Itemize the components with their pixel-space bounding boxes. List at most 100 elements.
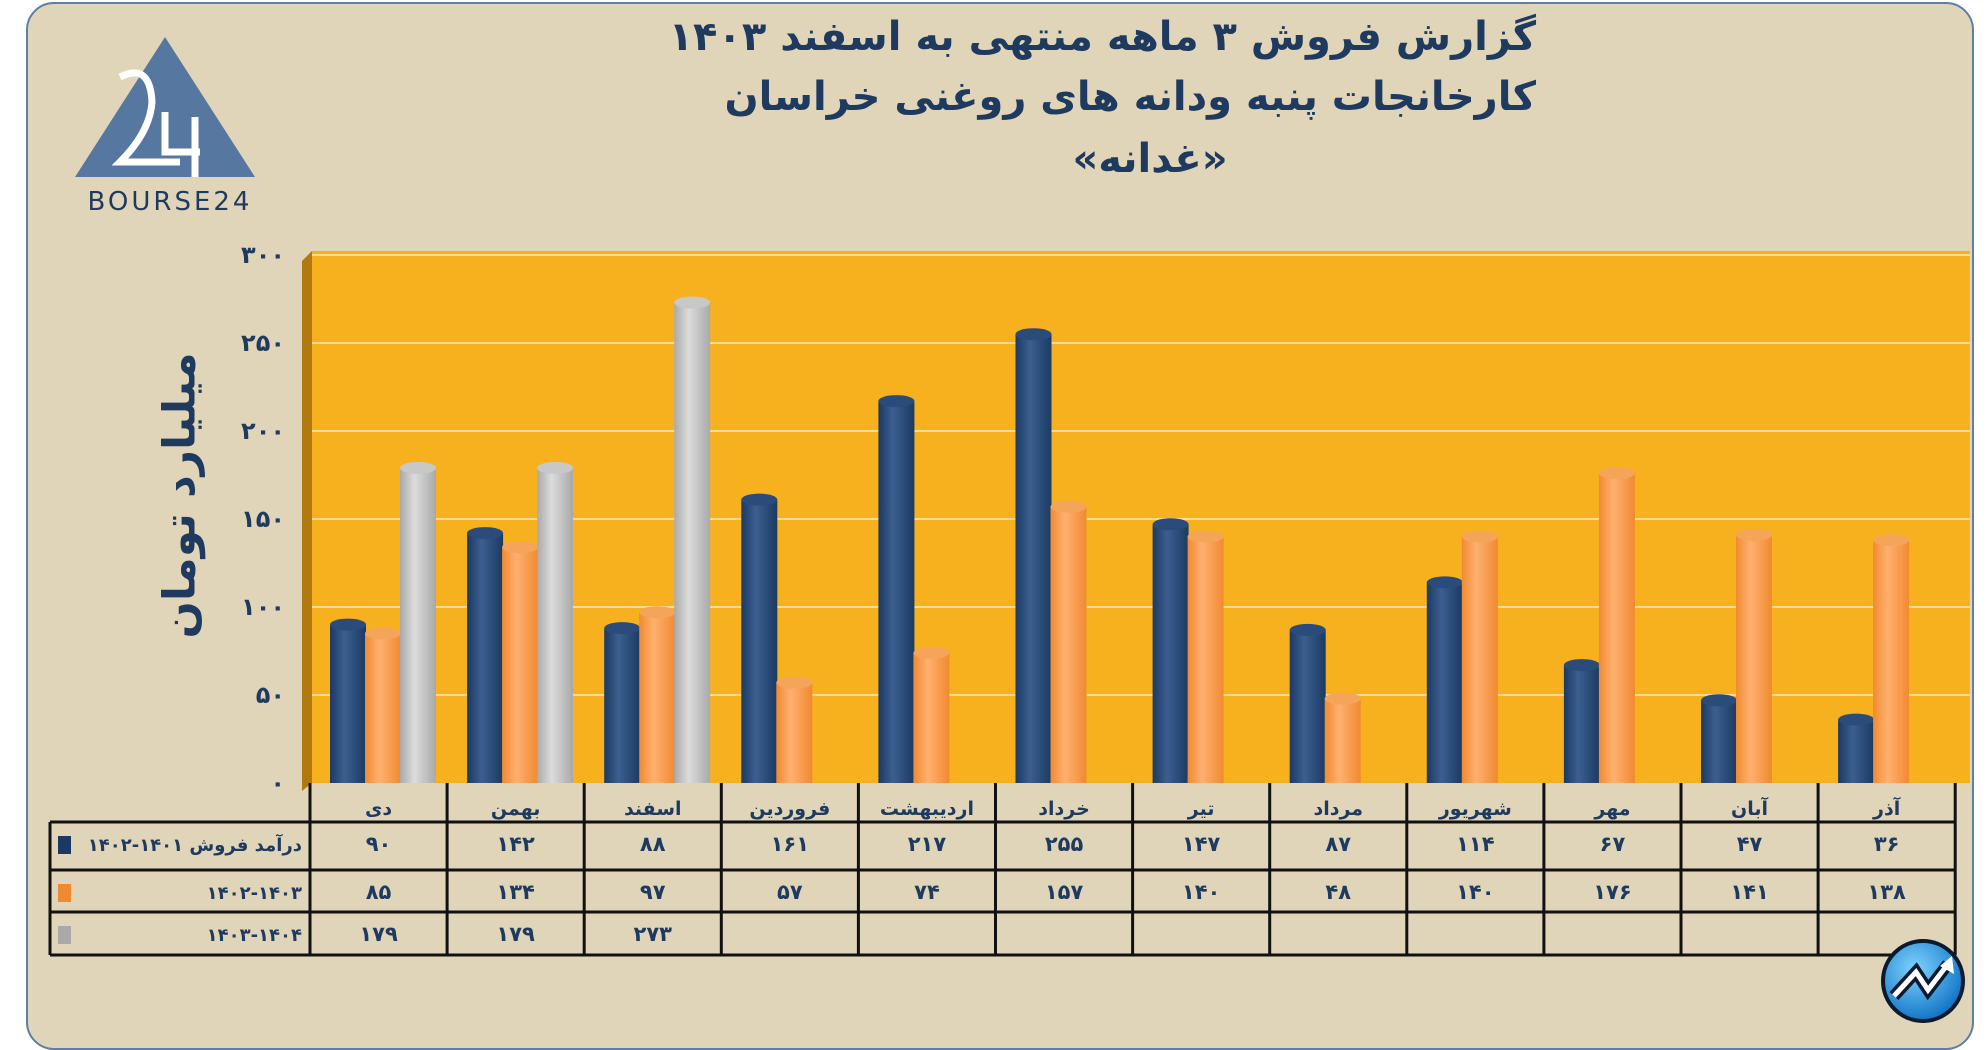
y-tick-label: ۲۵۰: [241, 329, 285, 357]
bar-top: [639, 606, 676, 619]
bar-top: [1050, 500, 1087, 513]
bar-top: [502, 541, 539, 554]
bar-top: [1289, 623, 1326, 636]
data-table-value: ۱۷۶: [1593, 880, 1631, 904]
data-table-value: ۱۴۰: [1456, 880, 1494, 904]
bar: [1736, 534, 1772, 783]
bar-top: [776, 676, 813, 689]
chart-subtitle: کارخانجات پنبه ودانه های روغنی خراسان: [724, 74, 1536, 120]
bar: [330, 624, 366, 783]
bar: [1873, 540, 1910, 783]
legend-label: ۱۴۰۲-۱۴۰۳: [207, 883, 302, 904]
bar-top: [365, 627, 401, 640]
bar-top: [1324, 692, 1361, 705]
bar-top: [1015, 328, 1052, 341]
legend-swatch: [58, 836, 71, 854]
bar: [1324, 698, 1361, 783]
category-label: اردیبهشت: [880, 798, 974, 820]
data-table-value: ۷۴: [914, 880, 940, 904]
data-table-value: ۱۷۹: [496, 922, 535, 946]
data-table-value: ۶۷: [1600, 832, 1626, 856]
bar: [741, 499, 778, 783]
bar: [776, 682, 813, 783]
data-table-value: ۱۴۰: [1182, 880, 1220, 904]
category-label: دی: [365, 798, 392, 820]
bar: [1050, 506, 1087, 783]
category-label: آذر: [1872, 796, 1901, 820]
data-table-value: ۸۵: [366, 880, 392, 904]
category-label: مهر: [1593, 798, 1630, 820]
bar: [365, 633, 401, 783]
bar-top: [1838, 713, 1875, 726]
category-label: اسفند: [624, 798, 682, 820]
trend-badge-icon: [1881, 939, 1965, 1023]
bar: [674, 302, 711, 783]
bar-top: [400, 461, 436, 474]
category-label: مرداد: [1313, 798, 1363, 820]
data-table-value: ۴۸: [1325, 880, 1351, 904]
category-label: شهریور: [1438, 798, 1512, 820]
y-tick-label: ۱۵۰: [241, 505, 285, 533]
data-table-value: ۲۷۳: [634, 922, 673, 946]
y-tick-label: ۰: [270, 769, 285, 797]
logo-text: BOURSE24: [88, 187, 253, 217]
bar: [537, 467, 574, 783]
bar-top: [1152, 518, 1189, 531]
bar-top: [913, 646, 950, 659]
bar-top: [1461, 530, 1498, 543]
data-table-value: ۵۷: [777, 880, 803, 904]
bar: [639, 612, 676, 783]
bar: [1289, 629, 1326, 783]
y-tick-label: ۱۰۰: [241, 593, 285, 621]
bar: [1598, 473, 1635, 783]
bar-top: [467, 527, 504, 540]
bar-top: [1736, 528, 1772, 541]
bar-top: [1563, 659, 1600, 672]
bar: [502, 547, 539, 783]
category-label: تیر: [1187, 798, 1215, 820]
data-table-value: ۱۱۴: [1456, 832, 1495, 856]
data-table-value: ۱۳۴: [496, 880, 535, 904]
category-label: بهمن: [491, 798, 541, 820]
data-table-value: ۲۱۷: [908, 832, 947, 856]
bar: [878, 401, 915, 783]
bar-top: [1873, 534, 1910, 547]
category-label: خرداد: [1038, 798, 1090, 820]
y-tick-label: ۵۰: [256, 681, 285, 709]
bar: [604, 628, 641, 783]
data-table-value: ۹۷: [640, 880, 666, 904]
data-table-value: ۱۴۱: [1730, 880, 1768, 904]
bar: [1187, 536, 1224, 783]
data-table-value: ۸۷: [1325, 832, 1351, 856]
category-label: آبان: [1731, 796, 1768, 820]
data-table-value: ۱۶۱: [771, 832, 809, 856]
bourse24-logo: BOURSE24: [75, 37, 255, 217]
bar: [1426, 582, 1463, 783]
legend-label: درآمد فروش ۱۴۰۱-۱۴۰۲: [88, 833, 302, 856]
bar-top: [537, 461, 574, 474]
data-table-value: ۱۴۲: [496, 832, 535, 856]
category-label: فروردین: [749, 798, 830, 820]
data-table-value: ۱۳۸: [1867, 880, 1906, 904]
bar: [1015, 334, 1052, 783]
legend-swatch: [58, 926, 71, 944]
bar: [467, 533, 504, 783]
bar: [1152, 524, 1189, 783]
data-table-value: ۸۸: [640, 832, 666, 856]
data-table-value: ۱۴۷: [1182, 832, 1221, 856]
legend-swatch: [58, 884, 71, 902]
bar-top: [1598, 467, 1635, 480]
bar-top: [330, 618, 366, 631]
bar-top: [741, 493, 778, 506]
data-table-value: ۲۵۵: [1045, 832, 1084, 856]
legend-label: ۱۴۰۳-۱۴۰۴: [207, 925, 302, 946]
bar: [1461, 536, 1498, 783]
bar: [1701, 700, 1737, 783]
company-symbol: «غدانه»: [1072, 136, 1228, 182]
data-table-value: ۳۶: [1874, 832, 1900, 856]
plot-side-wall: [302, 251, 312, 791]
bar: [400, 467, 436, 783]
bar-top: [674, 296, 711, 309]
y-tick-label: ۲۰۰: [241, 417, 285, 445]
